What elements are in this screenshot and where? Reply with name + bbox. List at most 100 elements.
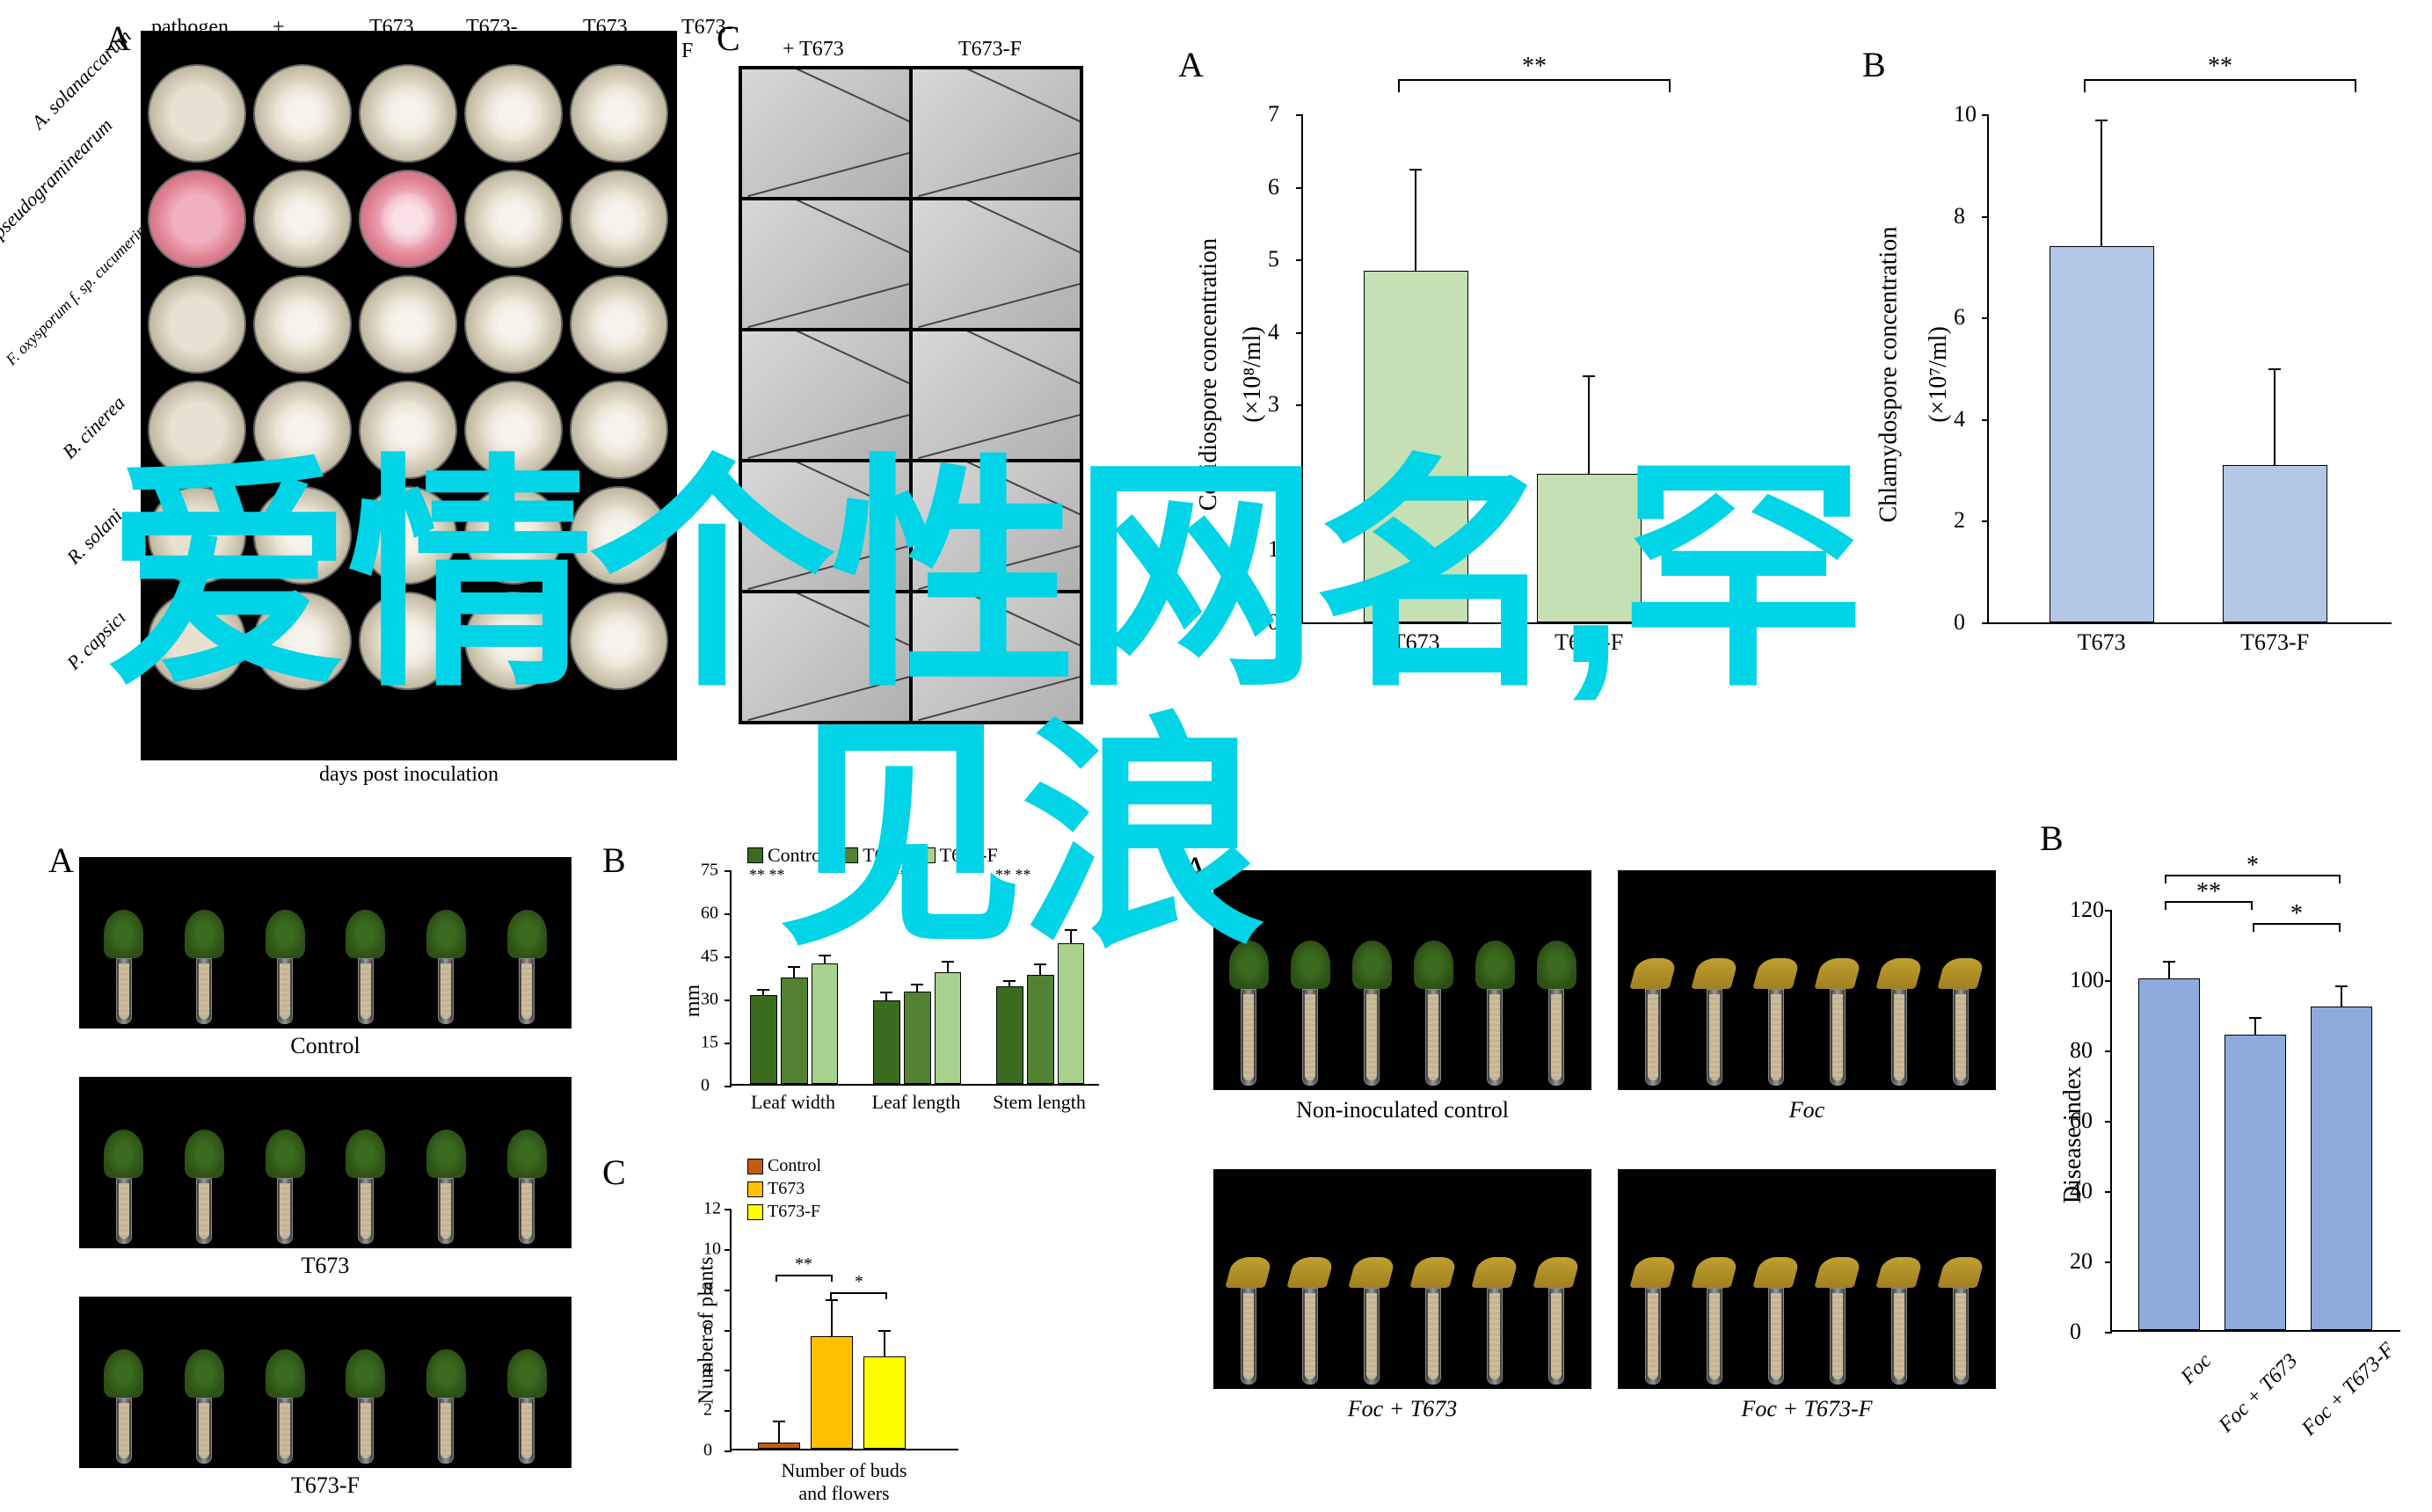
petri-row-2: F. pseudograminearum <box>0 114 117 257</box>
plant-panel-caption: Foc <box>1789 1097 1824 1123</box>
panel-label-c-top: C <box>717 18 740 59</box>
petri-dish <box>253 64 352 163</box>
chartB-ylabel1: Chlamydospore concentration <box>1875 227 1903 523</box>
ytick-label: 0 <box>1954 609 1984 636</box>
petri-row-1: A. solanaccarum <box>27 25 136 134</box>
bar <box>1364 271 1468 622</box>
petri-dish <box>359 170 457 268</box>
petri-dish <box>253 592 352 690</box>
ytick-label: 0 <box>1268 609 1298 636</box>
petri-dish <box>359 592 457 690</box>
plant-panel-caption: Foc + T673-F <box>1742 1396 1873 1422</box>
petri-dish <box>359 381 457 479</box>
groupedB-legend: ControlT673T673-F <box>747 844 998 867</box>
buds-flowers-chart: ControlT673T673-F Number of plants 02468… <box>615 1160 1090 1512</box>
plant-treatment-panel <box>1618 870 1996 1090</box>
petri-dish <box>464 275 563 374</box>
disease-index-chart: Disease index 020406080100120FocFoc + T6… <box>2031 857 2418 1455</box>
microscopy-tile <box>742 69 909 197</box>
petri-dish <box>359 486 457 585</box>
petri-dish <box>253 275 352 374</box>
petri-dish <box>570 381 668 479</box>
petri-dish-grid: days post inoculation <box>141 31 677 760</box>
panel-label-b-disease: B <box>2040 818 2064 859</box>
chartA-sig-bracket <box>1398 79 1671 92</box>
ytick-label: 5 <box>1268 246 1298 273</box>
petri-dish <box>464 381 563 479</box>
plant-row-panel <box>79 857 572 1029</box>
bar <box>1537 474 1642 622</box>
ytick-label: 2 <box>1268 464 1298 491</box>
chartC-xlabel: Number of buds and flowers <box>765 1459 923 1505</box>
ytick-label: 3 <box>1268 391 1298 418</box>
petri-dish <box>148 592 246 690</box>
petri-dish <box>148 275 246 374</box>
chartB-sig-bracket <box>2084 79 2356 92</box>
microscopy-tile <box>742 462 909 590</box>
plant-treatment-panel <box>1213 870 1591 1090</box>
ytick-label: 7 <box>1268 101 1298 127</box>
petri-dish <box>148 486 246 585</box>
petri-dish <box>464 592 563 690</box>
petri-dish <box>253 486 352 585</box>
microscopy-tile <box>913 331 1080 459</box>
ytick-label: 2 <box>1954 507 1984 534</box>
ytick-label: 6 <box>1954 304 1984 331</box>
ytick-label: 8 <box>1954 203 1984 229</box>
microscopy-tile <box>913 69 1080 197</box>
microscopy-tile <box>742 593 909 721</box>
xtick-label: T673-F <box>2239 629 2310 656</box>
chartB-sig: ** <box>2208 53 2232 81</box>
plant-row-caption: Control <box>290 1033 360 1059</box>
petri-dish <box>464 170 563 268</box>
mm-grouped-chart: ControlT673T673-F mm 01530456075** **Lea… <box>615 848 1108 1130</box>
microscopy-tile <box>913 462 1080 590</box>
petri-dish <box>570 592 668 690</box>
chlamydospore-chart: Chlamydospore concentration (×10⁷/ml) 02… <box>1873 79 2418 677</box>
petri-row-6: P. capsicı <box>62 606 131 674</box>
petri-row-5: R. solani <box>62 504 127 569</box>
petri-dish <box>464 64 563 163</box>
plant-panel-caption: Non-inoculated control <box>1296 1097 1509 1123</box>
chartA-ylabel2: (×10⁸/ml) <box>1239 326 1267 423</box>
microscopy-tile <box>742 200 909 328</box>
bar <box>2223 465 2327 622</box>
petri-dish <box>570 486 668 585</box>
plant-row-caption: T673-F <box>291 1472 360 1499</box>
plant-panel-caption: Foc + T673 <box>1348 1396 1457 1422</box>
micro-col-2: T673-F <box>958 38 1022 62</box>
plant-row-panel <box>79 1077 572 1248</box>
petri-dish <box>570 170 668 268</box>
petri-dish <box>148 381 246 479</box>
petri-dish <box>570 64 668 163</box>
microscopy-grid-container: + T673 T673-F <box>739 31 1090 725</box>
xtick-label: T673 <box>2066 629 2137 656</box>
ytick-label: 1 <box>1268 536 1298 563</box>
petri-dish <box>570 275 668 374</box>
bar <box>2050 246 2154 622</box>
plant-treatment-panel <box>1618 1169 1996 1389</box>
ytick-label: 10 <box>1954 101 1984 127</box>
plant-row-caption: T673 <box>302 1253 350 1279</box>
chartA-ylabel1: Conidiospore concentration <box>1195 238 1223 511</box>
plant-treatment-panel <box>1213 1169 1591 1389</box>
microscopy-tile <box>913 593 1080 721</box>
petri-dish <box>253 170 352 268</box>
plant-row-panel <box>79 1297 572 1468</box>
conidiospore-chart: Conidiospore concentration (×10⁸/ml) 0 1 2… <box>1187 79 1732 677</box>
microscopy-tile <box>742 331 909 459</box>
panel-label-a-plants: A <box>48 840 74 881</box>
petri-dish <box>253 381 352 479</box>
petri-dish <box>148 64 246 163</box>
petri-bottom-label: days post inoculation <box>319 763 499 787</box>
petri-row-3: F. oxysporum f. sp. cucumerinum <box>3 208 164 369</box>
chartA-sig: ** <box>1522 53 1547 81</box>
petri-dish <box>148 170 246 268</box>
xtick-label: T673-F <box>1554 629 1624 656</box>
ytick-label: 6 <box>1268 174 1298 200</box>
xtick-label: T673 <box>1380 629 1451 656</box>
ytick-label: 4 <box>1268 319 1298 345</box>
petri-row-4: B. cinerea <box>58 391 130 463</box>
ytick-label: 4 <box>1954 406 1984 433</box>
petri-dish <box>359 64 457 163</box>
